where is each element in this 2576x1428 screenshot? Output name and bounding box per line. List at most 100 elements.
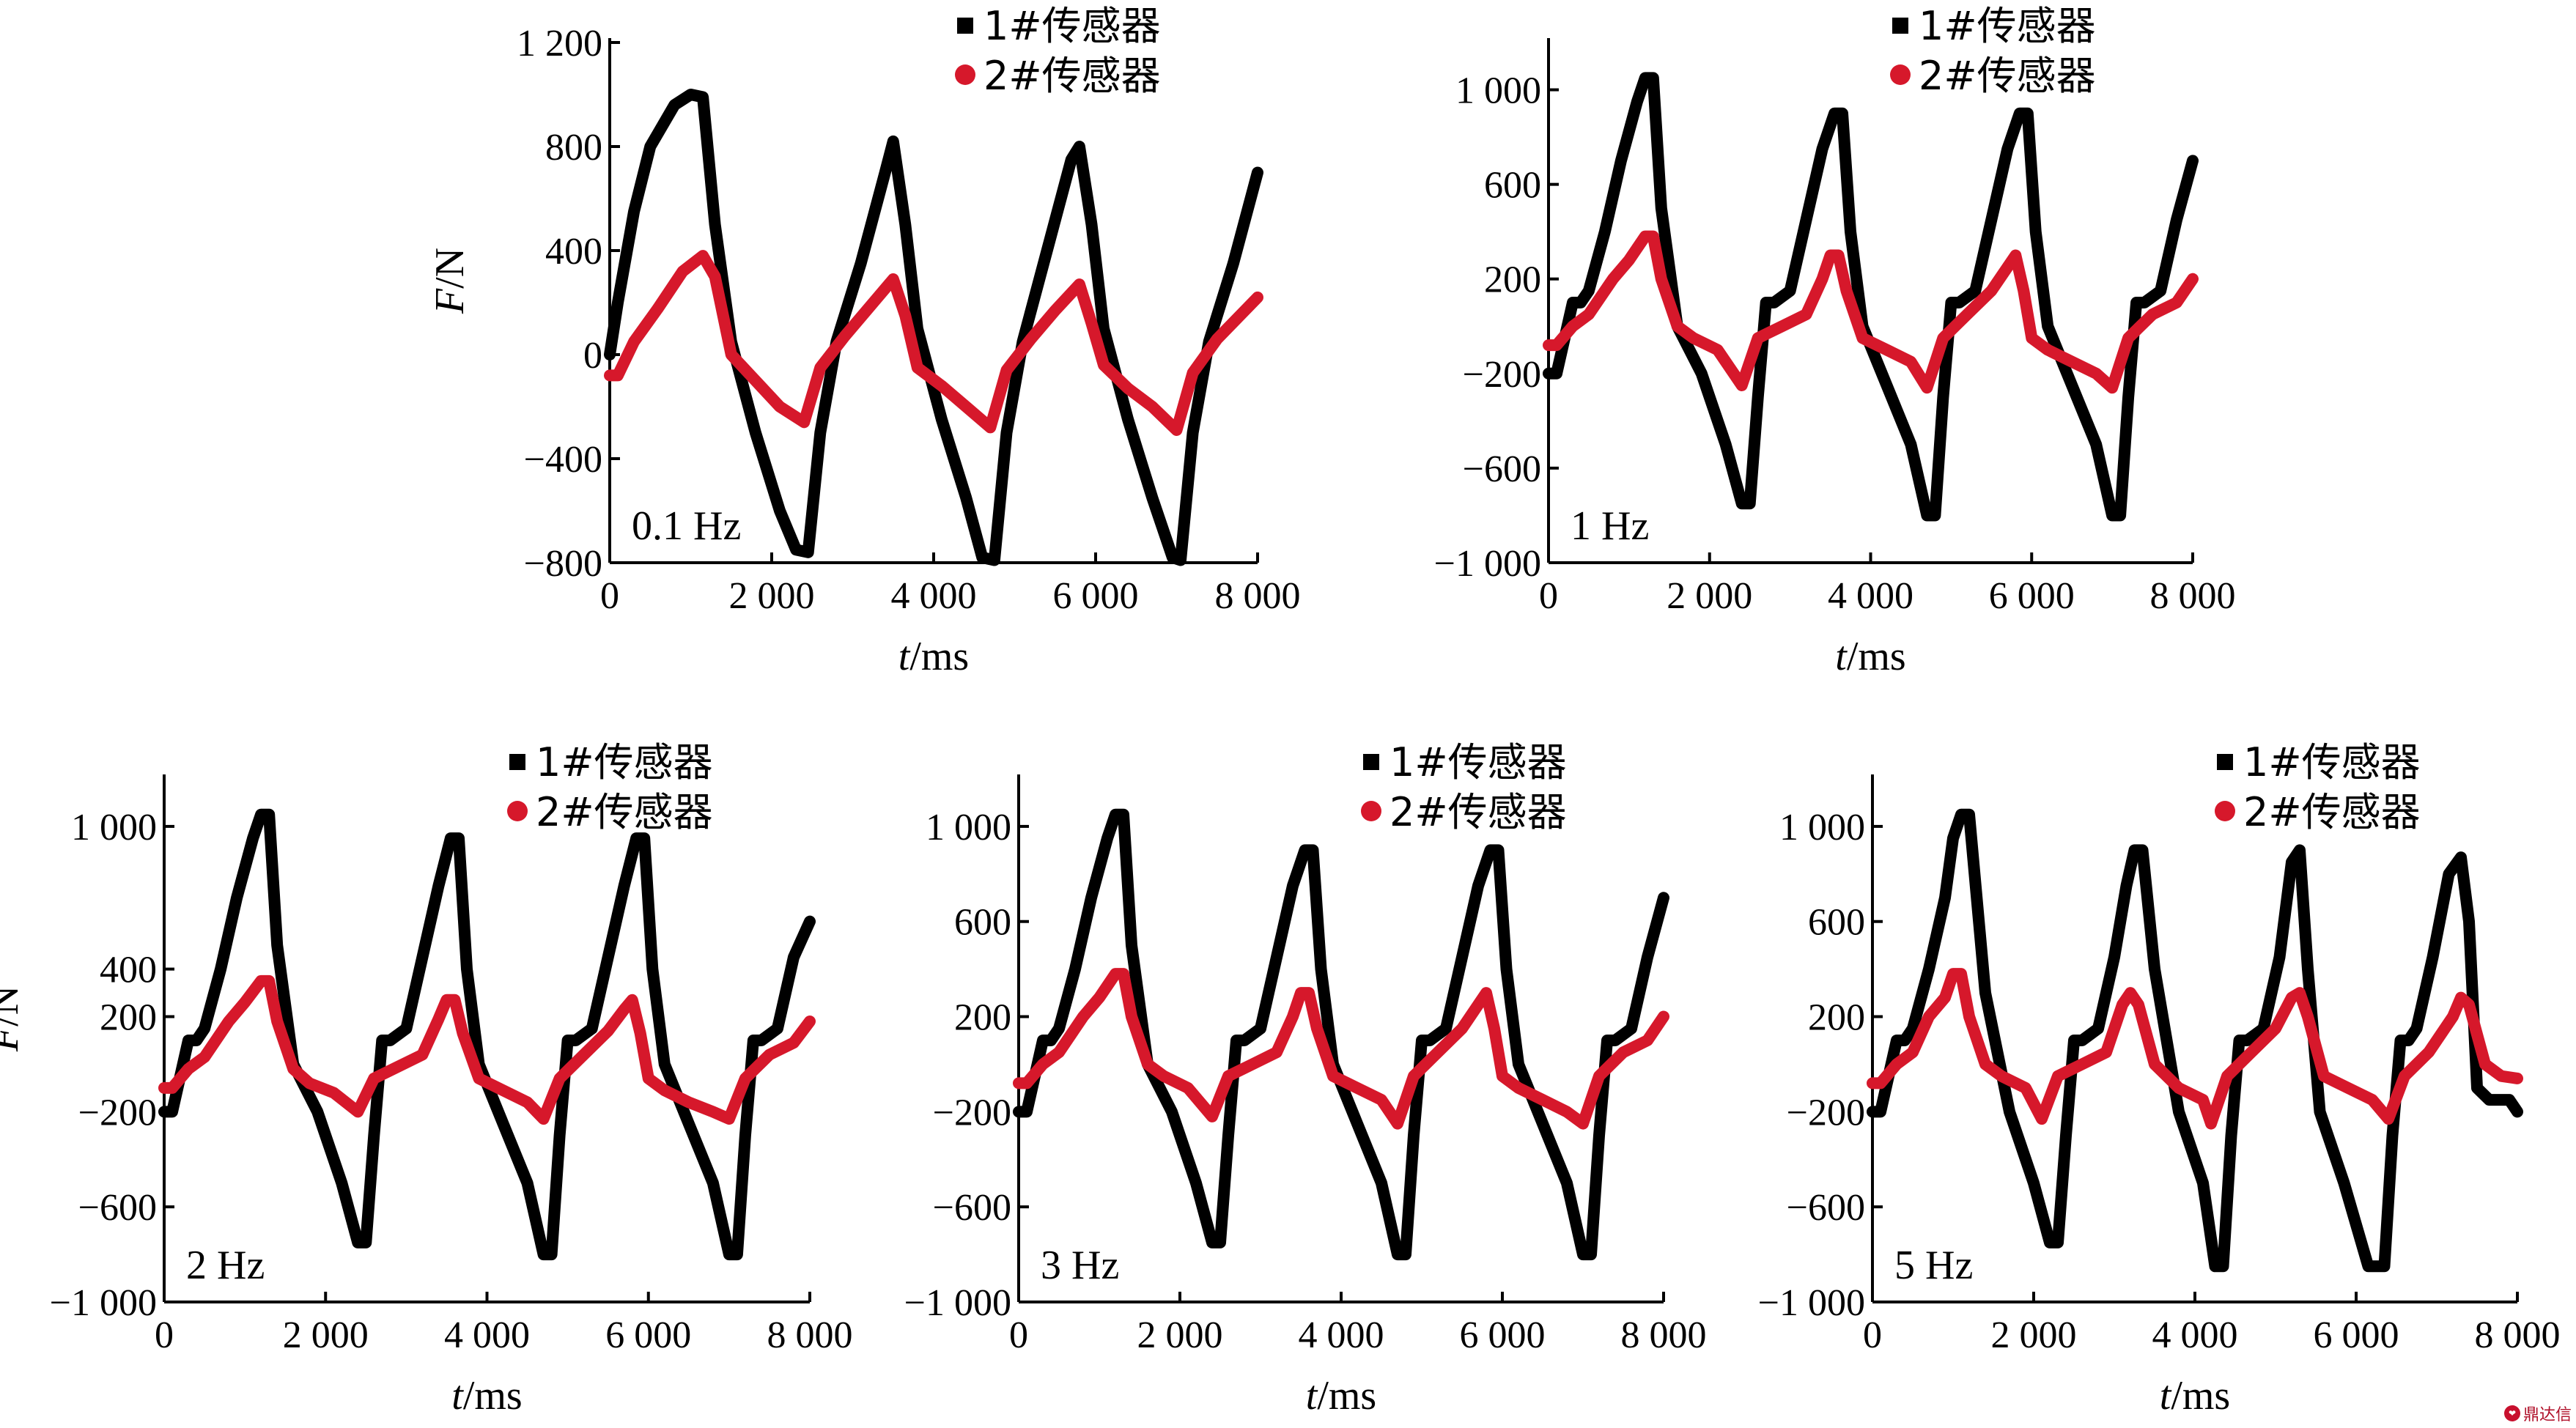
y-tick-label: 400: [545, 231, 602, 273]
legend-marker-sensor2: [2215, 801, 2235, 821]
series-line-sensor2: [1867, 968, 2523, 1130]
x-axis-label-var: t: [2160, 1373, 2172, 1418]
frequency-label: 2 Hz: [186, 1243, 265, 1288]
y-tick-label: 1 000: [1455, 70, 1541, 112]
y-tick-label: 200: [954, 997, 1011, 1039]
x-axis-label: t/ms: [1835, 634, 1905, 679]
x-tick-label: 4 000: [2152, 1314, 2238, 1356]
legend-marker-sensor2: [955, 64, 975, 85]
y-axis-label-var: F: [0, 1026, 27, 1052]
legend-label-sensor2: 2#传感器: [1919, 53, 2096, 99]
legend-label-sensor2: 2#传感器: [2243, 789, 2421, 835]
y-tick-label: 800: [545, 127, 602, 169]
legend-marker-sensor1: [2217, 754, 2233, 770]
y-tick-label: 1 000: [926, 807, 1011, 848]
x-tick-label: 8 000: [2150, 575, 2236, 617]
x-tick-label: 0: [600, 575, 619, 617]
x-axis-label: t/ms: [451, 1373, 522, 1418]
y-tick-label: 1 200: [517, 23, 602, 64]
chart-panel-1hz: 0 2 000 4 000 6 000 8 000 −1 000 −600 −200 200 60…: [1434, 3, 2236, 679]
chart-panel-2hz: 0 2 000 4 000 6 000 8 000 −1 000 −600 −200 200 40…: [0, 739, 853, 1418]
x-tick-label: 4 000: [444, 1314, 530, 1356]
x-axis-label-unit: /ms: [1847, 634, 1906, 679]
x-tick-label: 4 000: [891, 575, 977, 617]
y-axis-label: F/N: [0, 985, 27, 1052]
series-line-sensor1: [1543, 72, 2199, 522]
x-tick-label: 2 000: [1667, 575, 1752, 617]
legend-marker-sensor1: [957, 18, 973, 34]
x-axis-label: t/ms: [1306, 1373, 1376, 1418]
legend-label-sensor1: 1#传感器: [1390, 739, 1567, 785]
series-line-sensor2: [158, 974, 816, 1125]
legend-marker-sensor2: [1361, 801, 1381, 821]
watermark-logo: ❤ 鼎达信: [2503, 1402, 2572, 1425]
legend-label-sensor1: 1#传感器: [1919, 3, 2096, 49]
x-tick-label: 6 000: [1989, 575, 2075, 617]
y-tick-label: 200: [100, 997, 157, 1039]
y-tick-label: 1 000: [71, 807, 157, 848]
x-tick-label: 2 000: [283, 1314, 369, 1356]
y-tick-label: −1 000: [904, 1282, 1011, 1324]
series-line-sensor1: [1867, 808, 2523, 1273]
frequency-label: 0.1 Hz: [632, 503, 741, 549]
x-tick-label: 6 000: [1053, 575, 1139, 617]
y-tick-label: −600: [933, 1187, 1011, 1229]
series-line-sensor2: [604, 250, 1263, 436]
x-axis-label-unit: /ms: [463, 1373, 523, 1418]
y-tick-label: −200: [1463, 354, 1541, 396]
legend-label-sensor2: 2#传感器: [536, 789, 713, 835]
x-tick-label: 2 000: [1137, 1314, 1223, 1356]
y-tick-label: 400: [100, 950, 157, 991]
series-line-sensor1: [1013, 808, 1669, 1261]
x-axis-label-var: t: [1306, 1373, 1318, 1418]
y-tick-label: −400: [524, 439, 602, 481]
x-axis-label-unit: /ms: [909, 634, 969, 679]
y-tick-label: 0: [583, 335, 602, 377]
y-tick-label: −600: [1787, 1187, 1865, 1229]
y-tick-label: 200: [1808, 997, 1865, 1039]
y-tick-label: 600: [954, 902, 1011, 944]
y-axis-label: F/N: [427, 248, 473, 314]
frequency-label: 5 Hz: [1894, 1243, 1973, 1288]
series-line-sensor2: [1543, 230, 2199, 394]
x-tick-label: 8 000: [1621, 1314, 1707, 1356]
series-line-sensor2: [1013, 968, 1669, 1130]
y-tick-label: −600: [78, 1187, 157, 1229]
legend-label-sensor1: 1#传感器: [2243, 739, 2421, 785]
x-axis-label-unit: /ms: [2171, 1373, 2230, 1418]
y-tick-label: −200: [78, 1092, 157, 1133]
x-axis-label-var: t: [451, 1373, 464, 1418]
y-axis-label-var: F: [427, 288, 473, 314]
x-axis-label-var: t: [1835, 634, 1848, 679]
legend-marker-sensor1: [1363, 754, 1379, 770]
x-axis-label: t/ms: [898, 634, 969, 679]
y-tick-label: −1 000: [1434, 543, 1541, 585]
x-tick-label: 4 000: [1828, 575, 1913, 617]
x-tick-label: 8 000: [2475, 1314, 2561, 1356]
chart-panel-5hz: 0 2 000 4 000 6 000 8 000 −1 000 −600 −200 200 60…: [1758, 739, 2561, 1418]
frequency-label: 3 Hz: [1041, 1243, 1119, 1288]
x-tick-label: 6 000: [2314, 1314, 2399, 1356]
legend-label-sensor2: 2#传感器: [983, 53, 1161, 99]
x-tick-label: 0: [1863, 1314, 1882, 1356]
x-axis-label-var: t: [898, 634, 911, 679]
x-tick-label: 0: [1539, 575, 1558, 617]
x-axis-label-unit: /ms: [1317, 1373, 1376, 1418]
y-tick-label: −800: [524, 543, 602, 585]
legend-label-sensor2: 2#传感器: [1390, 789, 1567, 835]
watermark-icon: ❤: [2503, 1405, 2520, 1421]
legend-marker-sensor2: [1890, 64, 1911, 85]
x-tick-label: 8 000: [1215, 575, 1301, 617]
legend-marker-sensor1: [1892, 18, 1908, 34]
legend-label-sensor1: 1#传感器: [536, 739, 713, 785]
y-axis-label-unit: /N: [0, 985, 27, 1026]
chart-panel-0.1hz: 0 2 000 4 000 6 000 8 000 −800 −400 0 400 800 1 20…: [427, 3, 1301, 679]
legend-marker-sensor1: [509, 754, 525, 770]
y-tick-label: 1 000: [1779, 807, 1865, 848]
y-tick-label: −600: [1463, 448, 1541, 490]
frequency-label: 1 Hz: [1571, 503, 1649, 549]
x-tick-label: 4 000: [1299, 1314, 1384, 1356]
legend-marker-sensor2: [507, 801, 528, 821]
y-tick-label: −1 000: [1758, 1282, 1865, 1324]
